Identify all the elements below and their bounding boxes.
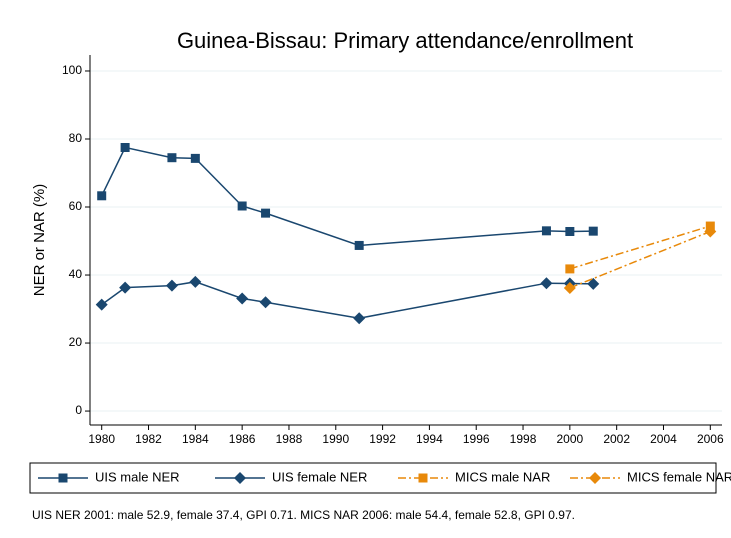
- y-tick-label: 20: [69, 335, 83, 349]
- x-tick-label: 1980: [88, 432, 115, 446]
- x-tick-label: 1992: [369, 432, 396, 446]
- marker: [95, 298, 108, 311]
- y-tick-label: 100: [62, 63, 82, 77]
- x-tick-label: 1998: [510, 432, 537, 446]
- y-tick-label: 80: [69, 131, 83, 145]
- marker: [237, 201, 247, 211]
- y-tick-label: 0: [75, 403, 82, 417]
- x-tick-label: 2006: [697, 432, 724, 446]
- marker: [563, 281, 576, 294]
- marker: [259, 296, 272, 309]
- y-axis-label: NER or NAR (%): [31, 184, 48, 297]
- x-tick-label: 1990: [322, 432, 349, 446]
- marker: [119, 281, 132, 294]
- marker: [261, 208, 271, 218]
- series-line: [101, 281, 594, 319]
- chart-title: Guinea-Bissau: Primary attendance/enroll…: [177, 28, 633, 53]
- x-tick-label: 1994: [416, 432, 443, 446]
- x-tick-label: 2004: [650, 432, 677, 446]
- legend-label: MICS male NAR: [455, 469, 550, 484]
- x-tick-label: 1982: [135, 432, 162, 446]
- legend-label: MICS female NAR: [627, 469, 731, 484]
- marker: [190, 153, 200, 163]
- x-tick-label: 2000: [557, 432, 584, 446]
- marker: [587, 277, 600, 290]
- note: UIS NER 2001: male 52.9, female 37.4, GP…: [32, 508, 575, 522]
- x-tick-label: 1988: [276, 432, 303, 446]
- legend-marker: [418, 473, 428, 483]
- y-tick-label: 40: [69, 267, 83, 281]
- marker: [189, 275, 202, 288]
- x-tick-label: 1986: [229, 432, 256, 446]
- legend-marker: [58, 473, 68, 483]
- legend-box: [29, 462, 717, 494]
- marker: [354, 240, 364, 250]
- marker: [541, 226, 551, 236]
- marker: [540, 277, 553, 290]
- marker: [120, 143, 130, 152]
- marker: [353, 312, 366, 325]
- marker: [165, 279, 178, 292]
- legend-marker: [234, 472, 246, 484]
- marker: [236, 292, 249, 305]
- legend-label: UIS female NER: [272, 469, 367, 484]
- legend-label: UIS male NER: [95, 469, 180, 484]
- y-tick-label: 60: [69, 199, 83, 213]
- marker: [704, 225, 717, 238]
- series-line: [101, 146, 594, 247]
- marker: [565, 264, 575, 274]
- x-tick-label: 1996: [463, 432, 490, 446]
- marker: [565, 226, 575, 236]
- marker: [97, 191, 107, 201]
- series-line: [569, 230, 711, 289]
- x-tick-label: 1984: [182, 432, 209, 446]
- legend-marker: [589, 472, 601, 484]
- marker: [167, 153, 177, 163]
- x-tick-label: 2002: [603, 432, 630, 446]
- marker: [588, 226, 598, 236]
